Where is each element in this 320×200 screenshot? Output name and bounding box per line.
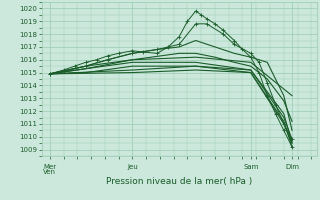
X-axis label: Pression niveau de la mer( hPa ): Pression niveau de la mer( hPa ) <box>106 177 252 186</box>
